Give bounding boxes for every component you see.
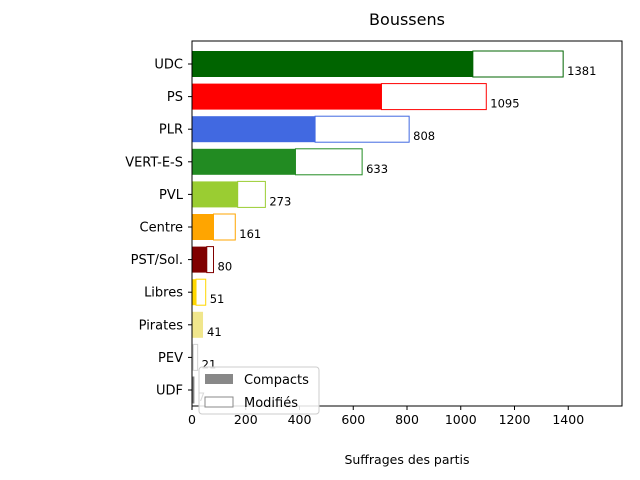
y-tick-label-udf: UDF (156, 384, 183, 399)
y-tick-label-ps: PS (167, 90, 183, 105)
data-label-centre: 161 (239, 227, 261, 241)
bar-modifies-centre (213, 213, 236, 241)
bar-modifies-udc (472, 50, 564, 78)
legend-swatch-compacts (205, 374, 233, 384)
data-label-plr: 808 (413, 129, 435, 143)
bar-compacts-udc (192, 51, 473, 77)
bar-compacts-pev (192, 344, 194, 371)
bar-modifies-ps (380, 83, 487, 111)
bar-compacts-centre (192, 214, 214, 240)
x-tick-label-600: 600 (341, 412, 365, 427)
y-tick-label-pvl: PVL (159, 188, 184, 203)
data-label-libres: 51 (210, 292, 225, 306)
bars-group (192, 50, 564, 404)
bar-compacts-pvl (192, 181, 238, 208)
bar-compacts-libres (192, 279, 197, 306)
bar-compacts-pirates (192, 311, 204, 338)
data-labels: 13811095808633273161805141217 (198, 64, 597, 404)
y-tick-label-centre: Centre (140, 221, 183, 236)
bar-modifies-vert-e-s (294, 148, 363, 176)
chart-title: Boussens (369, 10, 445, 29)
data-label-pirates: 41 (207, 325, 222, 339)
y-tick-label-libres: Libres (144, 286, 183, 301)
y-tick-label-vert-e-s: VERT-E-S (125, 155, 183, 170)
y-tick-label-pirates: Pirates (139, 318, 184, 333)
data-label-pst-sol: 80 (218, 260, 233, 274)
bar-modifies-plr (314, 115, 410, 143)
x-axis: 0 200 400 600 800 1000 1200 1400 (188, 406, 584, 427)
legend-label-compacts: Compacts (244, 373, 309, 388)
legend-label-modifies: Modifiés (244, 396, 298, 411)
bar-compacts-vert-e-s (192, 148, 296, 175)
x-tick-label-1000: 1000 (445, 412, 477, 427)
data-label-udc: 1381 (567, 64, 596, 78)
data-label-pvl: 273 (269, 194, 291, 208)
x-tick-label-0: 0 (188, 412, 196, 427)
bar-compacts-pst-sol (192, 246, 207, 273)
bar-modifies-pev (192, 343, 199, 371)
bar-modifies-pvl (237, 180, 266, 208)
x-tick-label-200: 200 (234, 412, 258, 427)
bar-compacts-udf (192, 377, 194, 403)
y-tick-label-pst-sol: PST/Sol. (131, 253, 183, 268)
bar-compacts-ps (192, 83, 382, 110)
x-axis-label: Suffrages des partis (344, 452, 469, 467)
data-label-vert-e-s: 633 (366, 162, 388, 176)
x-tick-label-400: 400 (288, 412, 312, 427)
y-tick-label-pev: PEV (158, 351, 183, 366)
x-tick-label-1200: 1200 (499, 412, 531, 427)
plot-frame (191, 40, 623, 407)
legend: Compacts Modifiés (198, 366, 320, 415)
y-tick-label-plr: PLR (159, 123, 183, 138)
bar-modifies-libres (195, 278, 207, 306)
legend-swatch-modifies (204, 396, 234, 408)
bar-compacts-plr (192, 116, 316, 143)
x-tick-label-800: 800 (395, 412, 419, 427)
category-labels: UDC PS PLR VERT-E-S PVL Centre PST/Sol. Libres P… (125, 58, 192, 399)
bar-modifies-pst-sol (206, 246, 214, 274)
bar-modifies-udf (192, 376, 195, 404)
y-tick-label-udc: UDC (154, 58, 183, 73)
data-label-ps: 1095 (490, 97, 519, 111)
x-tick-label-1400: 1400 (552, 412, 584, 427)
